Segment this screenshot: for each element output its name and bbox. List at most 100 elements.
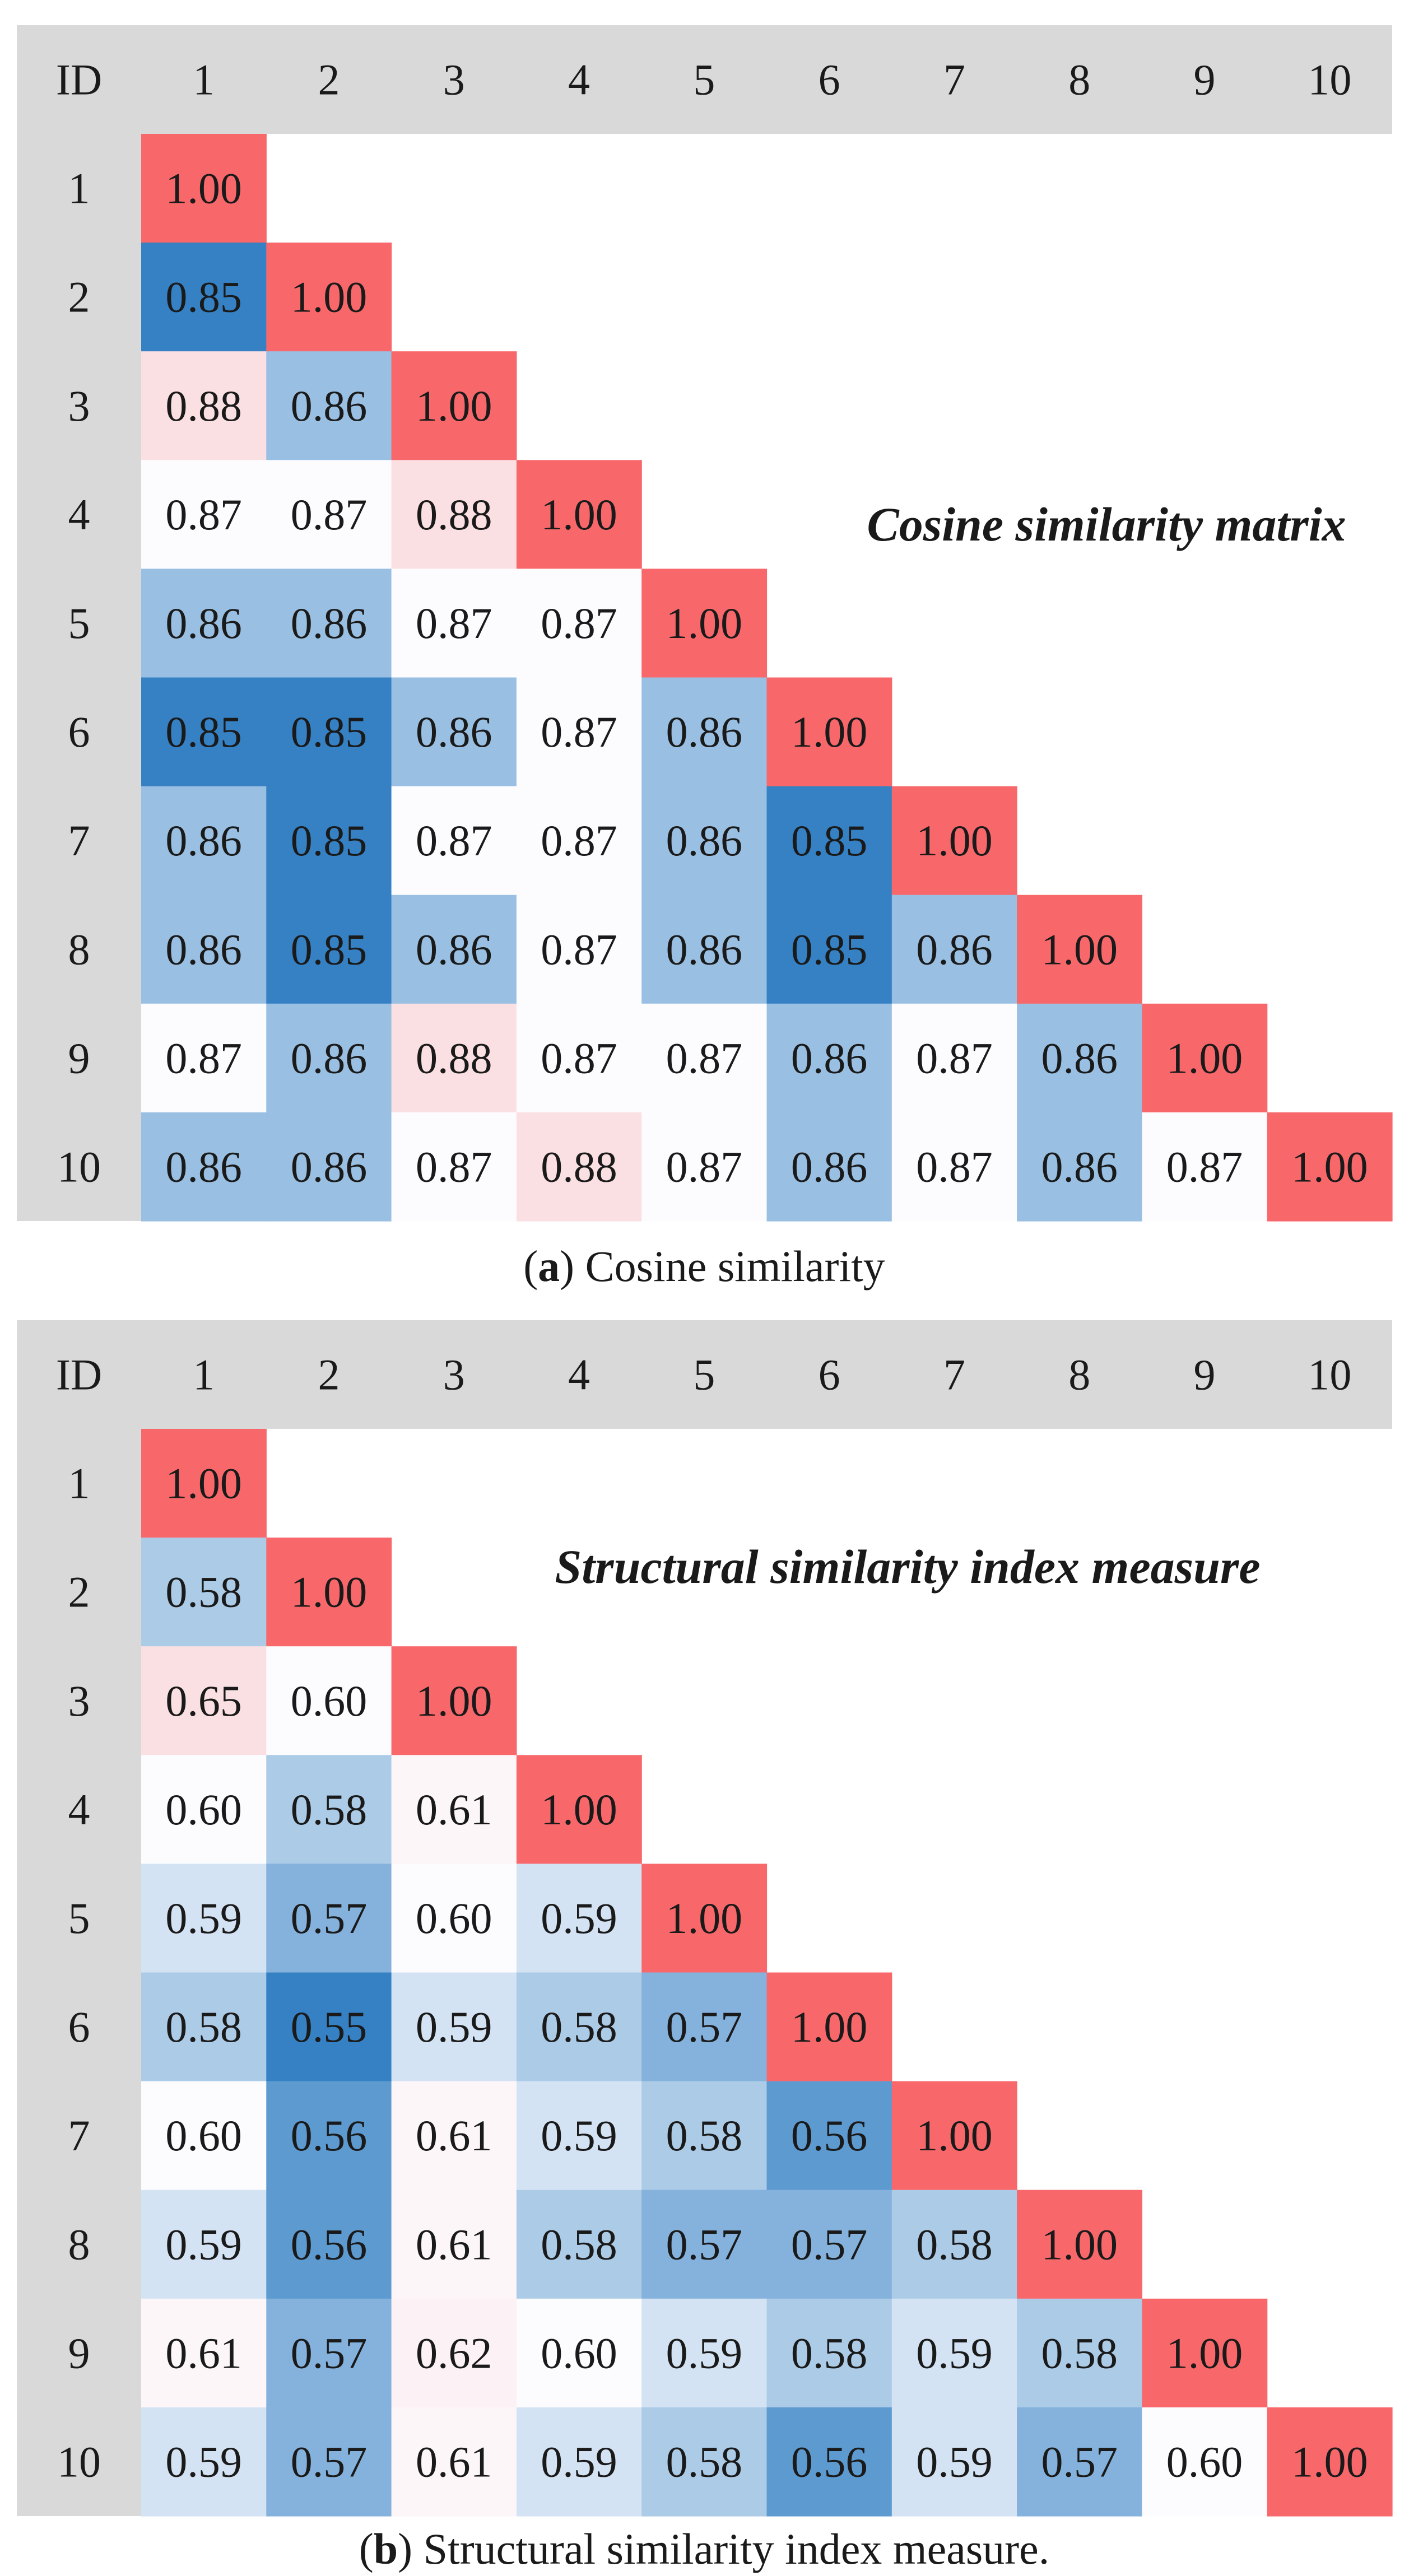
cell-value-label: 0.59 <box>666 2328 743 2377</box>
cell-value-label: 0.86 <box>165 925 242 973</box>
heatmap-cell <box>1267 1112 1393 1222</box>
cell-value-label: 0.60 <box>541 2328 617 2377</box>
cell-value-label: 0.86 <box>791 1142 868 1191</box>
heatmap-cell <box>391 1755 517 1864</box>
heatmap-cell <box>391 1003 517 1113</box>
heatmap-cell <box>641 2190 768 2299</box>
heatmap-cell <box>391 2081 517 2191</box>
cell-value-label: 0.86 <box>666 816 743 865</box>
heatmap-cell <box>1017 895 1142 1004</box>
cell-value-label: 0.86 <box>916 925 993 973</box>
heatmap-cell <box>266 677 392 787</box>
cell-value-label: 1.00 <box>666 1894 743 1943</box>
heatmap-cell <box>391 677 517 787</box>
heatmap-cell <box>516 1112 642 1222</box>
heatmap-cell <box>1142 1112 1268 1222</box>
cell-value-label: 0.87 <box>541 707 617 756</box>
heatmap-cell <box>266 1003 392 1113</box>
cell-value-label: 0.58 <box>541 2002 617 2051</box>
heatmap-cell <box>391 786 517 896</box>
row-label: 8 <box>68 925 90 973</box>
heatmap-cell <box>891 1003 1017 1113</box>
column-label: 10 <box>1308 1350 1351 1399</box>
cell-value-label: 0.87 <box>165 490 242 539</box>
heatmap-cell <box>266 2298 392 2408</box>
heatmap-cell <box>141 786 267 896</box>
header-column-bg <box>17 1320 141 2516</box>
cell-value-label: 1.00 <box>541 1785 617 1834</box>
heatmap-cell <box>891 895 1017 1004</box>
cell-value-label: 1.00 <box>1041 925 1118 973</box>
header-column-bg <box>17 25 141 1221</box>
cell-value-label: 0.87 <box>165 1033 242 1082</box>
cell-value-label: 0.87 <box>541 925 617 973</box>
cosine-cells: 1.00 0.85 1.00 0.88 0.86 1.00 0.87 0.87 0.88 1.00… <box>141 134 1393 1222</box>
row-label: 3 <box>68 381 90 430</box>
row-label: 7 <box>68 2111 90 2160</box>
heatmap-cell <box>266 786 392 896</box>
cosine-caption-text: Cosine similarity <box>574 1242 885 1291</box>
ssim-panel: ID 1.000.58 1.000.65 0.60 1.000.60 0.58 0.61 1… <box>17 1320 1393 2573</box>
cell-value-label: 0.86 <box>165 599 242 648</box>
heatmap-cell <box>1142 2407 1268 2517</box>
heatmap-cell <box>266 895 392 1004</box>
heatmap-cell <box>141 134 267 243</box>
cell-value-label: 0.85 <box>791 925 868 973</box>
heatmap-cell <box>391 1972 517 2082</box>
cosine-chart-title: Cosine similarity matrix <box>867 497 1346 551</box>
cell-value-label: 1.00 <box>666 599 743 648</box>
heatmap-cell <box>391 569 517 678</box>
cell-value-label: 0.86 <box>291 381 368 430</box>
cell-value-label: 0.56 <box>291 2111 368 2160</box>
cell-value-label: 0.60 <box>416 1894 492 1943</box>
heatmap-cell <box>1017 1003 1142 1113</box>
cell-value-label: 1.00 <box>416 1676 492 1725</box>
cell-value-label: 0.86 <box>666 707 743 756</box>
heatmap-cell <box>641 569 768 678</box>
heatmap-cell <box>516 2190 642 2299</box>
heatmap-cell <box>391 1112 517 1222</box>
cosine-caption: (a) Cosine similarity <box>523 1242 885 1291</box>
heatmap-cell <box>641 2298 768 2408</box>
column-label: 3 <box>443 55 465 104</box>
cell-value-label: 0.88 <box>541 1142 617 1191</box>
cell-value-label: 1.00 <box>1291 2437 1368 2486</box>
cell-value-label: 0.85 <box>165 273 242 322</box>
heatmap-cell <box>516 2081 642 2191</box>
cell-value-label: 0.88 <box>416 1033 492 1082</box>
heatmap-cell <box>641 1112 768 1222</box>
heatmap-cell <box>1017 2407 1142 2517</box>
row-label: 10 <box>57 2437 101 2486</box>
heatmap-cell <box>516 1755 642 1864</box>
cell-value-label: 0.58 <box>666 2437 743 2486</box>
corner-id-label: ID <box>56 55 102 104</box>
column-label: 9 <box>1194 1350 1216 1399</box>
cell-value-label: 1.00 <box>291 1568 368 1617</box>
heatmap-cell <box>391 1646 517 1755</box>
cell-value-label: 0.55 <box>291 2002 368 2051</box>
heatmap-cell <box>641 2407 768 2517</box>
heatmap-cell <box>141 569 267 678</box>
heatmap-cell <box>891 786 1017 896</box>
heatmap-cell <box>641 2081 768 2191</box>
cell-value-label: 0.59 <box>165 2220 242 2268</box>
column-label: 2 <box>318 1350 340 1399</box>
cell-value-label: 0.87 <box>416 816 492 865</box>
heatmap-cell <box>766 1003 892 1113</box>
cell-value-label: 0.59 <box>165 1894 242 1943</box>
cell-value-label: 1.00 <box>916 816 993 865</box>
heatmap-cell <box>391 2298 517 2408</box>
cell-value-label: 0.59 <box>416 2002 492 2051</box>
cell-value-label: 1.00 <box>791 707 868 756</box>
cell-value-label: 0.58 <box>1041 2328 1118 2377</box>
heatmap-cell <box>516 786 642 896</box>
cell-value-label: 0.87 <box>666 1033 743 1082</box>
column-label: 8 <box>1068 55 1090 104</box>
cell-value-label: 0.86 <box>791 1033 868 1082</box>
heatmap-cell <box>641 1003 768 1113</box>
heatmap-cell <box>641 677 768 787</box>
cell-value-label: 1.00 <box>416 381 492 430</box>
row-label: 4 <box>68 1785 90 1834</box>
cell-value-label: 0.57 <box>666 2220 743 2268</box>
